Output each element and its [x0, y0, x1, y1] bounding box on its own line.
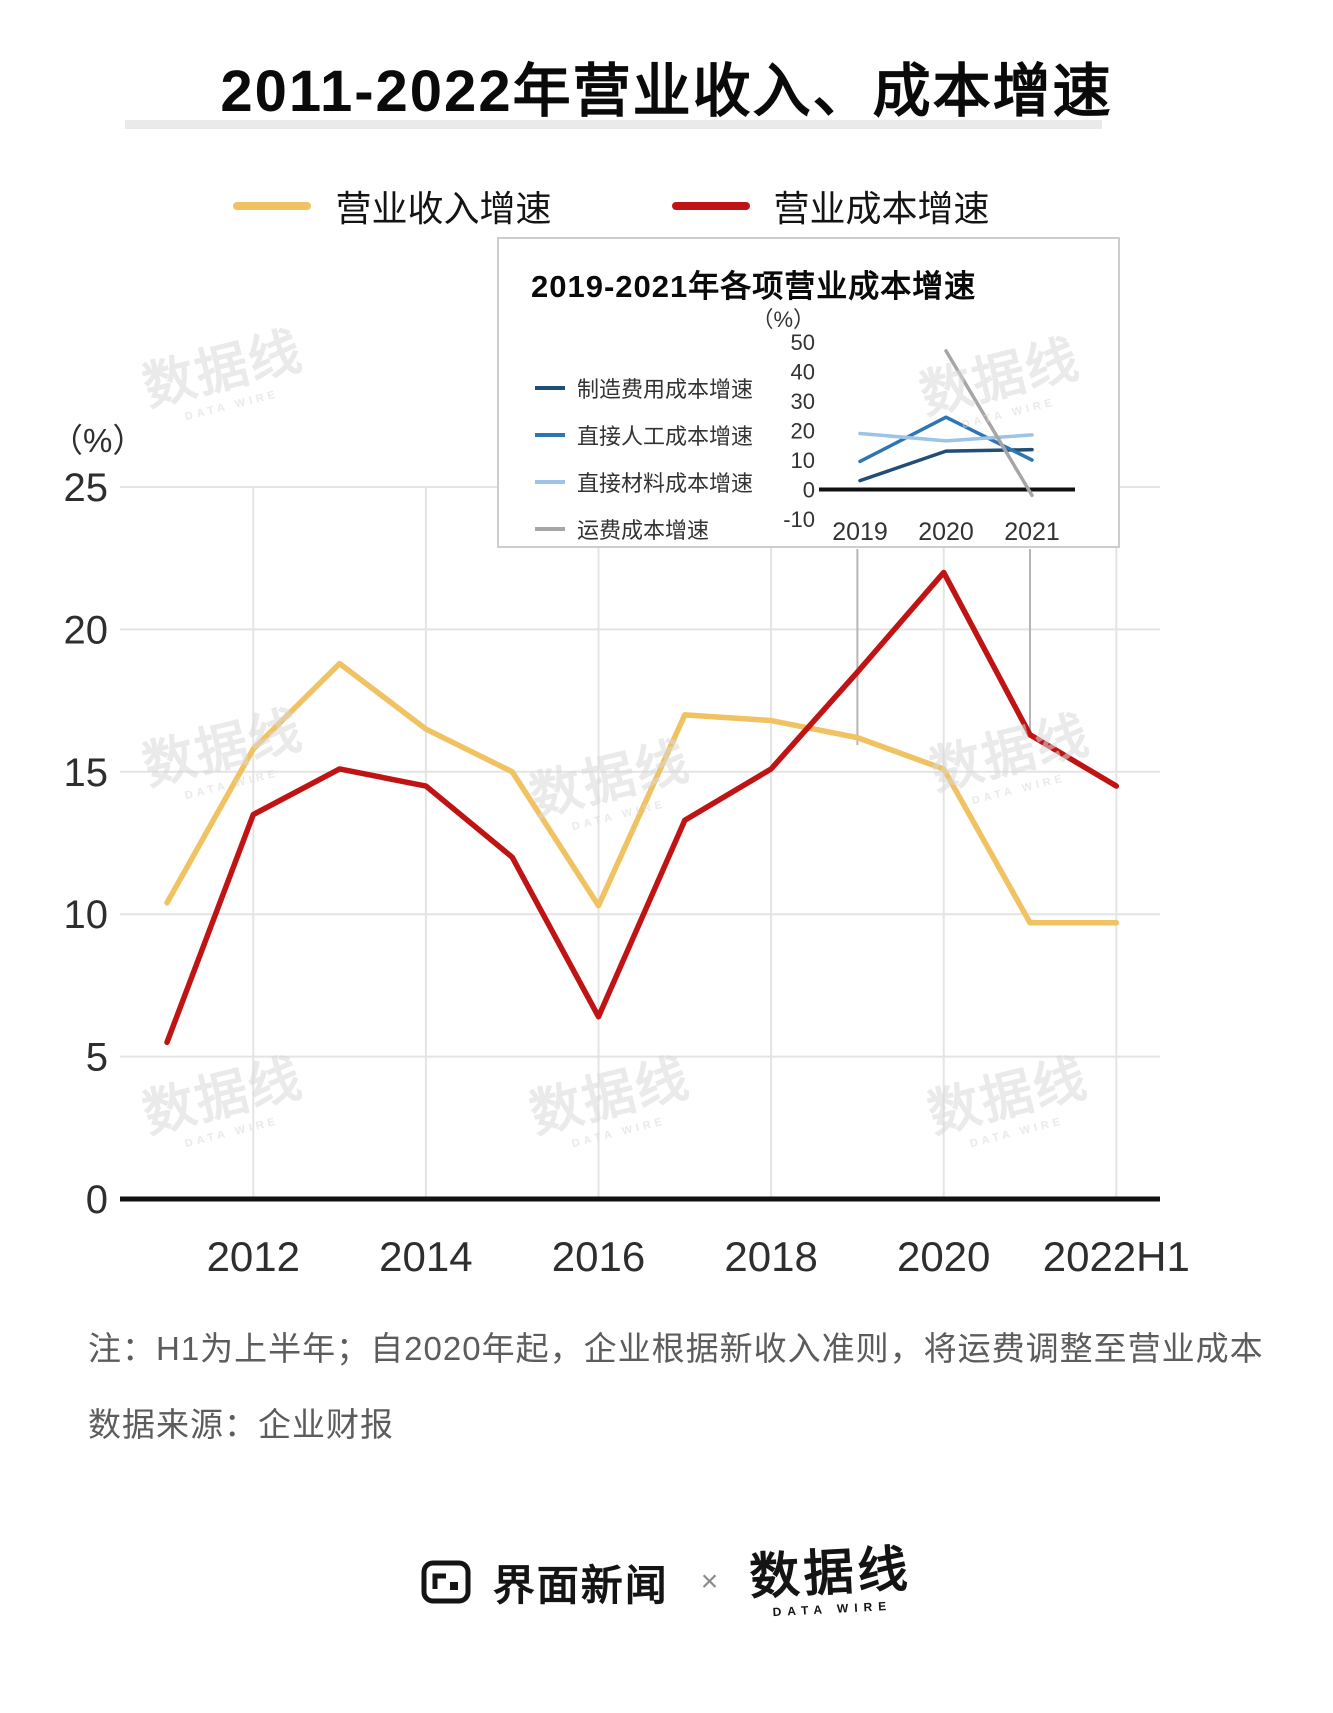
- svg-text:2014: 2014: [379, 1233, 472, 1280]
- inset-legend: 制造费用成本增速 直接人工成本增速 直接材料成本增速 运费成本增速: [535, 372, 753, 545]
- datawire-watermark: 数据线 DATA WIRE: [524, 732, 696, 834]
- svg-text:20: 20: [64, 608, 109, 652]
- svg-text:10: 10: [64, 893, 109, 937]
- legend-label-revenue: 营业收入增速: [335, 188, 552, 229]
- datawire-logo: 数据线 DATA WIRE: [748, 1540, 914, 1620]
- legend-label-material-cost: 直接材料成本增速: [577, 471, 754, 496]
- datawire-watermark: 数据线 DATA WIRE: [137, 322, 309, 424]
- svg-text:2020: 2020: [897, 1233, 990, 1280]
- footnote: 注：H1为上半年；自2020年起，企业根据新收入准则，将运费调整至营业成本: [88, 1330, 1264, 1367]
- svg-text:2021: 2021: [1004, 518, 1060, 546]
- legend-item-freight-cost: 运费成本增速: [535, 513, 753, 545]
- svg-text:2012: 2012: [207, 1233, 300, 1280]
- legend-item-material-cost: 直接材料成本增速: [535, 466, 753, 498]
- freight-cost-swatch: [535, 527, 565, 531]
- page-title: 2011-2022年营业收入、成本增速: [220, 59, 1113, 124]
- svg-text:2019: 2019: [832, 518, 888, 546]
- svg-text:（%）: （%）: [751, 307, 815, 332]
- data-source-note: 数据来源：企业财报: [88, 1406, 394, 1443]
- datawire-watermark: 数据线 DATA WIRE: [137, 1049, 309, 1151]
- datawire-watermark: 数据线 DATA WIRE: [137, 701, 309, 803]
- legend-item-labor-cost: 直接人工成本增速: [535, 419, 753, 451]
- main-legend: 营业收入增速 营业成本增速: [0, 180, 1278, 232]
- svg-text:40: 40: [791, 360, 815, 385]
- svg-text:-10: -10: [783, 507, 815, 532]
- inset-chart-title: 2019-2021年各项营业成本增速: [531, 269, 977, 304]
- title-underline: [125, 120, 1102, 129]
- datawire-watermark: 数据线 DATA WIRE: [924, 706, 1096, 808]
- legend-item-cost: 营业成本增速: [671, 180, 990, 232]
- svg-text:5: 5: [86, 1036, 108, 1080]
- svg-text:（%）: （%）: [50, 422, 145, 459]
- material-cost-swatch: [535, 480, 565, 484]
- svg-text:20: 20: [791, 419, 815, 444]
- svg-text:2016: 2016: [552, 1233, 645, 1280]
- datawire-watermark: 数据线 DATA WIRE: [922, 1049, 1094, 1151]
- jiemian-wordmark: 界面新闻: [492, 1561, 669, 1609]
- labor-cost-swatch: [535, 433, 565, 437]
- legend-label-labor-cost: 直接人工成本增速: [577, 424, 754, 449]
- svg-text:2020: 2020: [918, 518, 974, 546]
- svg-text:25: 25: [64, 466, 109, 510]
- datawire-wordmark: 数据线: [748, 1540, 914, 1606]
- svg-text:2022H1: 2022H1: [1043, 1233, 1190, 1280]
- svg-text:15: 15: [64, 751, 109, 795]
- legend-label-freight-cost: 运费成本增速: [577, 518, 710, 543]
- svg-text:0: 0: [86, 1178, 108, 1222]
- svg-text:2018: 2018: [724, 1233, 817, 1280]
- footer-brands: 界面新闻 × 数据线 DATA WIRE: [0, 1541, 1333, 1619]
- legend-item-manufacturing-cost: 制造费用成本增速: [535, 372, 753, 404]
- revenue-line-swatch: [233, 202, 312, 210]
- legend-label-manufacturing-cost: 制造费用成本增速: [577, 377, 754, 402]
- jiemian-logo-icon: [421, 1560, 471, 1604]
- svg-text:50: 50: [791, 330, 815, 355]
- brand-separator: ×: [700, 1565, 719, 1598]
- inset-chart-panel: 2019-2021年各项营业成本增速 -10 0 10 20 30 40 50 （%） 2019…: [497, 237, 1120, 548]
- svg-text:0: 0: [803, 478, 815, 503]
- svg-text:10: 10: [791, 448, 815, 473]
- datawire-watermark: 数据线 DATA WIRE: [524, 1049, 696, 1151]
- svg-text:30: 30: [791, 389, 815, 414]
- legend-item-revenue: 营业收入增速: [233, 180, 552, 232]
- cost-line-swatch: [671, 202, 750, 210]
- manufacturing-cost-swatch: [535, 386, 565, 390]
- legend-label-cost: 营业成本增速: [773, 188, 990, 229]
